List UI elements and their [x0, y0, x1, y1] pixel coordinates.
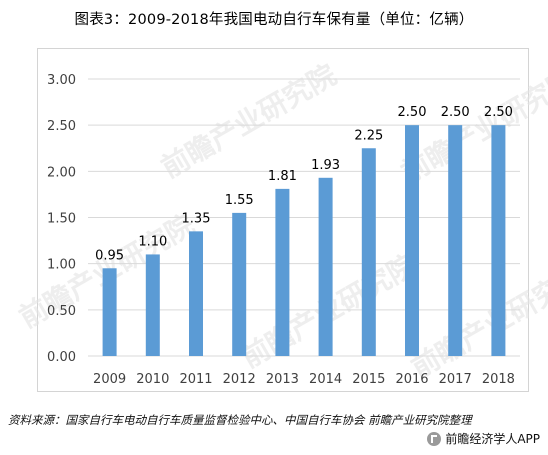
- bar: [491, 125, 506, 357]
- bar: [405, 125, 419, 357]
- x-tick-label: 2010: [136, 372, 169, 387]
- x-tick-label: 2013: [266, 372, 299, 387]
- bar: [361, 148, 376, 356]
- y-axis-ticks: 0.00 0.50 1.00 1.50 2.00 2.50 3.00: [47, 73, 76, 365]
- bar: [448, 125, 463, 357]
- brand-footer: 前瞻经济学人APP: [427, 430, 540, 447]
- data-label: 2.50: [441, 105, 470, 120]
- x-tick-label: 2014: [309, 372, 342, 387]
- x-tick-label: 2012: [223, 372, 256, 387]
- x-tick-label: 2018: [482, 372, 515, 387]
- data-label: 1.35: [182, 211, 211, 226]
- y-tick-label: 1.50: [47, 212, 76, 227]
- data-label: 2.50: [484, 105, 513, 120]
- bar: [232, 212, 247, 356]
- x-tick-label: 2009: [93, 372, 126, 387]
- y-tick-label: 2.00: [47, 165, 76, 180]
- bar: [189, 231, 203, 356]
- bars: [102, 125, 506, 357]
- qianzhan-logo-icon: [427, 431, 442, 446]
- data-label: 0.95: [95, 248, 124, 263]
- bar: [102, 268, 117, 356]
- y-tick-label: 1.00: [47, 258, 76, 273]
- data-labels: 0.95 1.10 1.35 1.55 1.81 1.93 2.25 2.50 2.50 2.50: [95, 105, 513, 263]
- x-tick-label: 2011: [179, 372, 212, 387]
- data-label: 1.10: [138, 234, 167, 249]
- data-label: 2.50: [398, 105, 427, 120]
- y-tick-label: 0.50: [47, 304, 76, 319]
- bar: [145, 254, 160, 356]
- data-label: 1.81: [268, 169, 297, 184]
- brand-name: 前瞻经济学人APP: [445, 432, 540, 446]
- data-label: 1.55: [225, 193, 254, 208]
- x-tick-label: 2015: [352, 372, 385, 387]
- x-axis-ticks: 2009 2010 2011 2012 2013 2014 2015 2016 2017 2018: [93, 372, 515, 387]
- chart-title: 图表3：2009-2018年我国电动自行车保有量（单位：亿辆）: [74, 12, 474, 28]
- x-tick-label: 2016: [395, 372, 428, 387]
- bar: [275, 188, 290, 356]
- data-label: 2.25: [354, 128, 383, 143]
- source-note: 资料来源：国家自行车电动自行车质量监督检验中心、中国自行车协会 前瞻产业研究院整…: [8, 413, 472, 427]
- y-tick-label: 3.00: [47, 73, 76, 88]
- data-label: 1.93: [311, 158, 340, 173]
- y-tick-label: 0.00: [47, 350, 76, 365]
- y-tick-label: 2.50: [47, 119, 76, 134]
- x-tick-label: 2017: [439, 372, 472, 387]
- bar: [318, 177, 333, 356]
- gridlines: [88, 78, 520, 357]
